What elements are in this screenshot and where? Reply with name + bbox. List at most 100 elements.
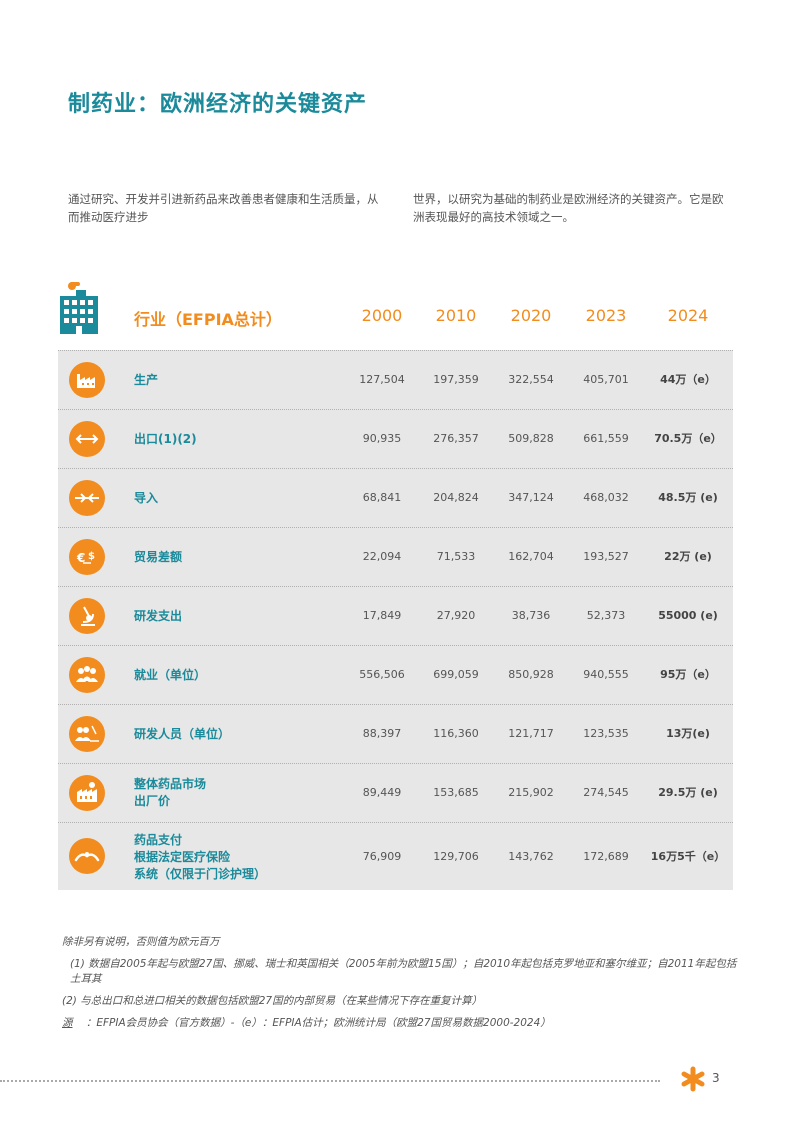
row-label-line: 系统（仅限于门诊护理）: [134, 866, 267, 881]
market-icon: [69, 775, 105, 811]
cell-value: 193,527: [583, 550, 629, 563]
cell-value: 89,449: [362, 786, 402, 799]
currency-icon: € $: [69, 539, 105, 575]
import-arrows-icon: [69, 480, 105, 516]
people-icon: [69, 657, 105, 693]
header-year: 2010: [435, 306, 477, 325]
table-body: [58, 350, 733, 890]
page-number: 3: [712, 1071, 720, 1085]
header-year: 2000: [361, 306, 403, 325]
row-label-line: 根据法定医疗保险: [134, 849, 231, 864]
cell-value: 143,762: [508, 850, 554, 863]
cell-value-2024: 13万(e): [666, 727, 710, 740]
cell-value: 661,559: [583, 432, 629, 445]
cell-value: 215,902: [508, 786, 554, 799]
cell-value: 129,706: [433, 850, 479, 863]
page-title: 制药业：欧洲经济的关键资产: [68, 92, 368, 117]
header-year: 2020: [510, 306, 552, 325]
svg-text:€: €: [76, 551, 85, 565]
row-label: 导入: [134, 469, 158, 527]
intro-left: 通过研究、开发并引进新药品来改善患者健康和生活质量，从而推动医疗进步: [68, 192, 379, 224]
cell-value: 153,685: [433, 786, 479, 799]
row-label: 贸易差额: [134, 528, 182, 586]
table-row: 研发支出 17,849 27,920 38,736 52,373 55000 (…: [58, 586, 733, 645]
cell-value: 76,909: [362, 850, 402, 863]
row-label-line: 研发人员（单位）: [134, 726, 231, 741]
cell-value-2024: 44万（e）: [660, 373, 716, 386]
asterisk-logo-icon: [681, 1066, 705, 1092]
export-arrows-icon: [69, 421, 105, 457]
row-label: 生产: [134, 351, 158, 409]
header-year: 2023: [585, 306, 627, 325]
table-row: 就业（单位） 556,506 699,059 850,928 940,555 9…: [58, 645, 733, 704]
factory-icon: [69, 362, 105, 398]
row-label-line: 整体药品市场: [134, 777, 207, 791]
row-label-line: 出口(1)(2): [134, 431, 197, 446]
table-row: 整体药品市场 出厂价 89,449 153,685 215,902 274,54…: [58, 763, 733, 822]
cell-value: 121,717: [508, 727, 554, 740]
cell-value: 276,357: [433, 432, 479, 445]
table-row: € $ 贸易差额 22,094 71,533 162,704 193,527 22…: [58, 527, 733, 586]
footnote-2: (2) 与总出口和总进口相关的数据包括欧盟27国的内部贸易（在某些情况下存在重复…: [62, 995, 483, 1007]
microscope-icon: [69, 598, 105, 634]
cell-value: 38,736: [511, 609, 551, 622]
row-label-line: 导入: [134, 490, 159, 505]
row-label: 就业（单位）: [134, 646, 206, 704]
table-row: 研发人员（单位） 88,397 116,360 121,717 123,535 …: [58, 704, 733, 763]
row-label-line: 研发支出: [134, 608, 183, 623]
cell-value: 322,554: [508, 373, 554, 386]
footnote-1: (1) 数据自2005年起与欧盟27国、挪威、瑞士和英国相关（2005年前为欧盟…: [70, 958, 737, 985]
hands-icon: [69, 838, 105, 874]
row-label-line: 药品支付: [134, 832, 183, 847]
cell-value: 274,545: [583, 786, 629, 799]
footer-divider: [0, 1080, 660, 1082]
header-year: 2024: [667, 306, 709, 325]
cell-value-2024: 70.5万（e）: [654, 432, 722, 445]
cell-value: 699,059: [433, 668, 479, 681]
svg-text:$: $: [88, 551, 95, 562]
table-header: 行业（EFPIA总计） 2000 2010 2020 2023 2024: [58, 306, 733, 336]
cell-value: 27,920: [436, 609, 476, 622]
row-label-line: 出厂价: [134, 794, 171, 808]
cell-value: 509,828: [508, 432, 554, 445]
cell-value: 127,504: [359, 373, 405, 386]
cell-value-2024: 55000 (e): [658, 609, 718, 622]
row-label: 整体药品市场 出厂价: [134, 764, 206, 822]
source-text: ：EFPIA会员协会（官方数据）-（e）：EFPIA估计；欧洲统计局（欧盟27国…: [85, 1017, 551, 1029]
source-key: 源: [62, 1017, 73, 1029]
cell-value-2024: 95万（e）: [660, 668, 716, 681]
table-row: 导入 68,841 204,824 347,124 468,032 48.5万 …: [58, 468, 733, 527]
cell-value: 204,824: [433, 491, 479, 504]
cell-value-2024: 48.5万 (e): [658, 491, 718, 504]
row-label: 出口(1)(2): [134, 410, 197, 468]
building-icon: [60, 282, 98, 334]
cell-value: 90,935: [362, 432, 402, 445]
cell-value: 52,373: [586, 609, 626, 622]
cell-value: 71,533: [436, 550, 476, 563]
cell-value: 468,032: [583, 491, 629, 504]
cell-value: 88,397: [362, 727, 402, 740]
row-label: 药品支付 根据法定医疗保险 系统（仅限于门诊护理）: [134, 823, 266, 891]
row-label-line: 贸易差额: [134, 549, 183, 564]
footnotes: 除非另有说明，否则值为欧元百万 (1) 数据自2005年起与欧盟27国、挪威、瑞…: [62, 935, 742, 1038]
cell-value: 197,359: [433, 373, 479, 386]
researchers-icon: [69, 716, 105, 752]
cell-value: 162,704: [508, 550, 554, 563]
unit-note: 除非另有说明，否则值为欧元百万: [62, 936, 220, 948]
cell-value: 123,535: [583, 727, 629, 740]
cell-value: 172,689: [583, 850, 629, 863]
cell-value: 405,701: [583, 373, 629, 386]
row-label-line: 生产: [134, 372, 159, 387]
intro-right: 世界，以研究为基础的制药业是欧洲经济的关键资产。它是欧洲表现最好的高技术领域之一…: [413, 192, 724, 224]
row-label-line: 就业（单位）: [134, 667, 207, 682]
cell-value-2024: 29.5万 (e): [658, 786, 718, 799]
cell-value: 850,928: [508, 668, 554, 681]
cell-value: 22,094: [362, 550, 402, 563]
cell-value-2024: 16万5千（e）: [650, 850, 726, 863]
cell-value-2024: 22万 (e): [664, 550, 712, 563]
cell-value: 347,124: [508, 491, 554, 504]
cell-value: 68,841: [362, 491, 402, 504]
table-row: 生产 127,504 197,359 322,554 405,701 44万（e…: [58, 350, 733, 409]
cell-value: 940,555: [583, 668, 629, 681]
row-label: 研发人员（单位）: [134, 705, 230, 763]
